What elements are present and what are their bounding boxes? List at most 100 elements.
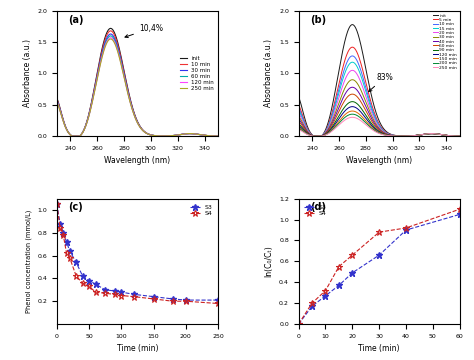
90 min — [325, 130, 330, 135]
init — [69, 134, 75, 138]
15 min — [457, 134, 463, 138]
20 min — [404, 134, 410, 138]
Line: 30 min: 30 min — [299, 80, 460, 136]
150 min — [350, 109, 356, 113]
250 min — [369, 127, 375, 132]
250 min — [404, 134, 410, 138]
60 min — [296, 119, 301, 123]
150 min — [457, 134, 463, 138]
S3 — [61, 231, 66, 235]
Line: 40 min: 40 min — [299, 87, 460, 136]
40 min — [369, 117, 375, 122]
200 min — [369, 126, 375, 131]
40 min — [337, 102, 343, 106]
20 min — [418, 133, 423, 137]
120 min — [392, 134, 397, 138]
30 min — [215, 134, 221, 138]
S3 — [170, 297, 176, 301]
120 min — [418, 133, 423, 137]
init — [325, 123, 330, 127]
S3 — [57, 222, 63, 226]
200 min — [311, 134, 317, 138]
200 min — [457, 134, 463, 138]
20 min — [337, 91, 343, 95]
250 min — [311, 134, 317, 138]
S4 — [151, 297, 156, 301]
250 min — [54, 100, 60, 104]
120 min — [350, 104, 356, 109]
90 min — [404, 134, 410, 138]
S4 — [457, 207, 463, 211]
S3 — [403, 228, 409, 232]
120 min — [311, 134, 317, 138]
init — [337, 61, 343, 65]
S4 — [57, 226, 63, 230]
250 min — [296, 127, 301, 132]
150 min — [337, 117, 343, 122]
5 min — [457, 134, 463, 138]
250 min — [337, 122, 343, 126]
10 min — [418, 133, 423, 137]
150 min — [296, 125, 301, 130]
S3 — [93, 282, 99, 286]
Y-axis label: Absorbance (a.u.): Absorbance (a.u.) — [264, 40, 273, 107]
S3 — [183, 298, 189, 302]
X-axis label: Time (min): Time (min) — [117, 344, 158, 353]
Y-axis label: ln(C₀/Cₜ): ln(C₀/Cₜ) — [264, 246, 273, 277]
200 min — [404, 134, 410, 138]
S3 — [349, 271, 355, 275]
5 min — [418, 133, 423, 137]
10 min — [311, 134, 317, 138]
15 min — [350, 60, 356, 64]
10 min — [296, 106, 301, 110]
Line: init: init — [57, 28, 218, 136]
250 min — [128, 101, 133, 105]
60 min — [457, 134, 463, 138]
20 min — [369, 112, 375, 116]
90 min — [296, 122, 301, 126]
120 min — [69, 134, 75, 138]
150 min — [311, 134, 317, 138]
S4 — [376, 230, 382, 234]
90 min — [311, 134, 317, 138]
90 min — [337, 111, 343, 116]
30 min — [457, 134, 463, 138]
Text: 83%: 83% — [369, 73, 393, 91]
5 min — [296, 103, 301, 107]
5 min — [369, 104, 375, 108]
90 min — [457, 134, 463, 138]
init — [392, 133, 397, 138]
S4 — [336, 264, 342, 269]
Line: 200 min: 200 min — [299, 114, 460, 136]
Text: (b): (b) — [310, 14, 326, 24]
150 min — [392, 134, 397, 138]
15 min — [392, 133, 397, 138]
90 min — [418, 133, 423, 137]
250 min — [215, 134, 221, 138]
250 min — [457, 134, 463, 138]
60 min — [404, 134, 410, 138]
30 min — [311, 134, 317, 138]
Y-axis label: Phenol concentration (mmol/L): Phenol concentration (mmol/L) — [25, 210, 32, 313]
150 min — [325, 131, 330, 136]
init — [108, 26, 114, 31]
30 min — [83, 123, 89, 128]
40 min — [296, 117, 301, 121]
60 min — [337, 107, 343, 111]
init — [162, 134, 168, 138]
Legend: S3, S4: S3, S4 — [188, 202, 215, 219]
10 min — [457, 134, 463, 138]
init — [54, 96, 60, 100]
init — [150, 133, 155, 138]
120 min — [162, 134, 168, 138]
10 min — [83, 123, 89, 128]
30 min — [54, 98, 60, 103]
S4 — [349, 253, 355, 257]
10 min — [404, 134, 410, 138]
S4 — [102, 291, 108, 296]
S3 — [131, 292, 137, 297]
60 min — [83, 124, 89, 128]
120 min — [337, 114, 343, 119]
Legend: init, 5 min, 10 min, 15 min, 20 min, 30 min, 40 min, 60 min, 90 min, 120 min, 15: init, 5 min, 10 min, 15 min, 20 min, 30 … — [433, 13, 457, 70]
5 min — [392, 133, 397, 138]
